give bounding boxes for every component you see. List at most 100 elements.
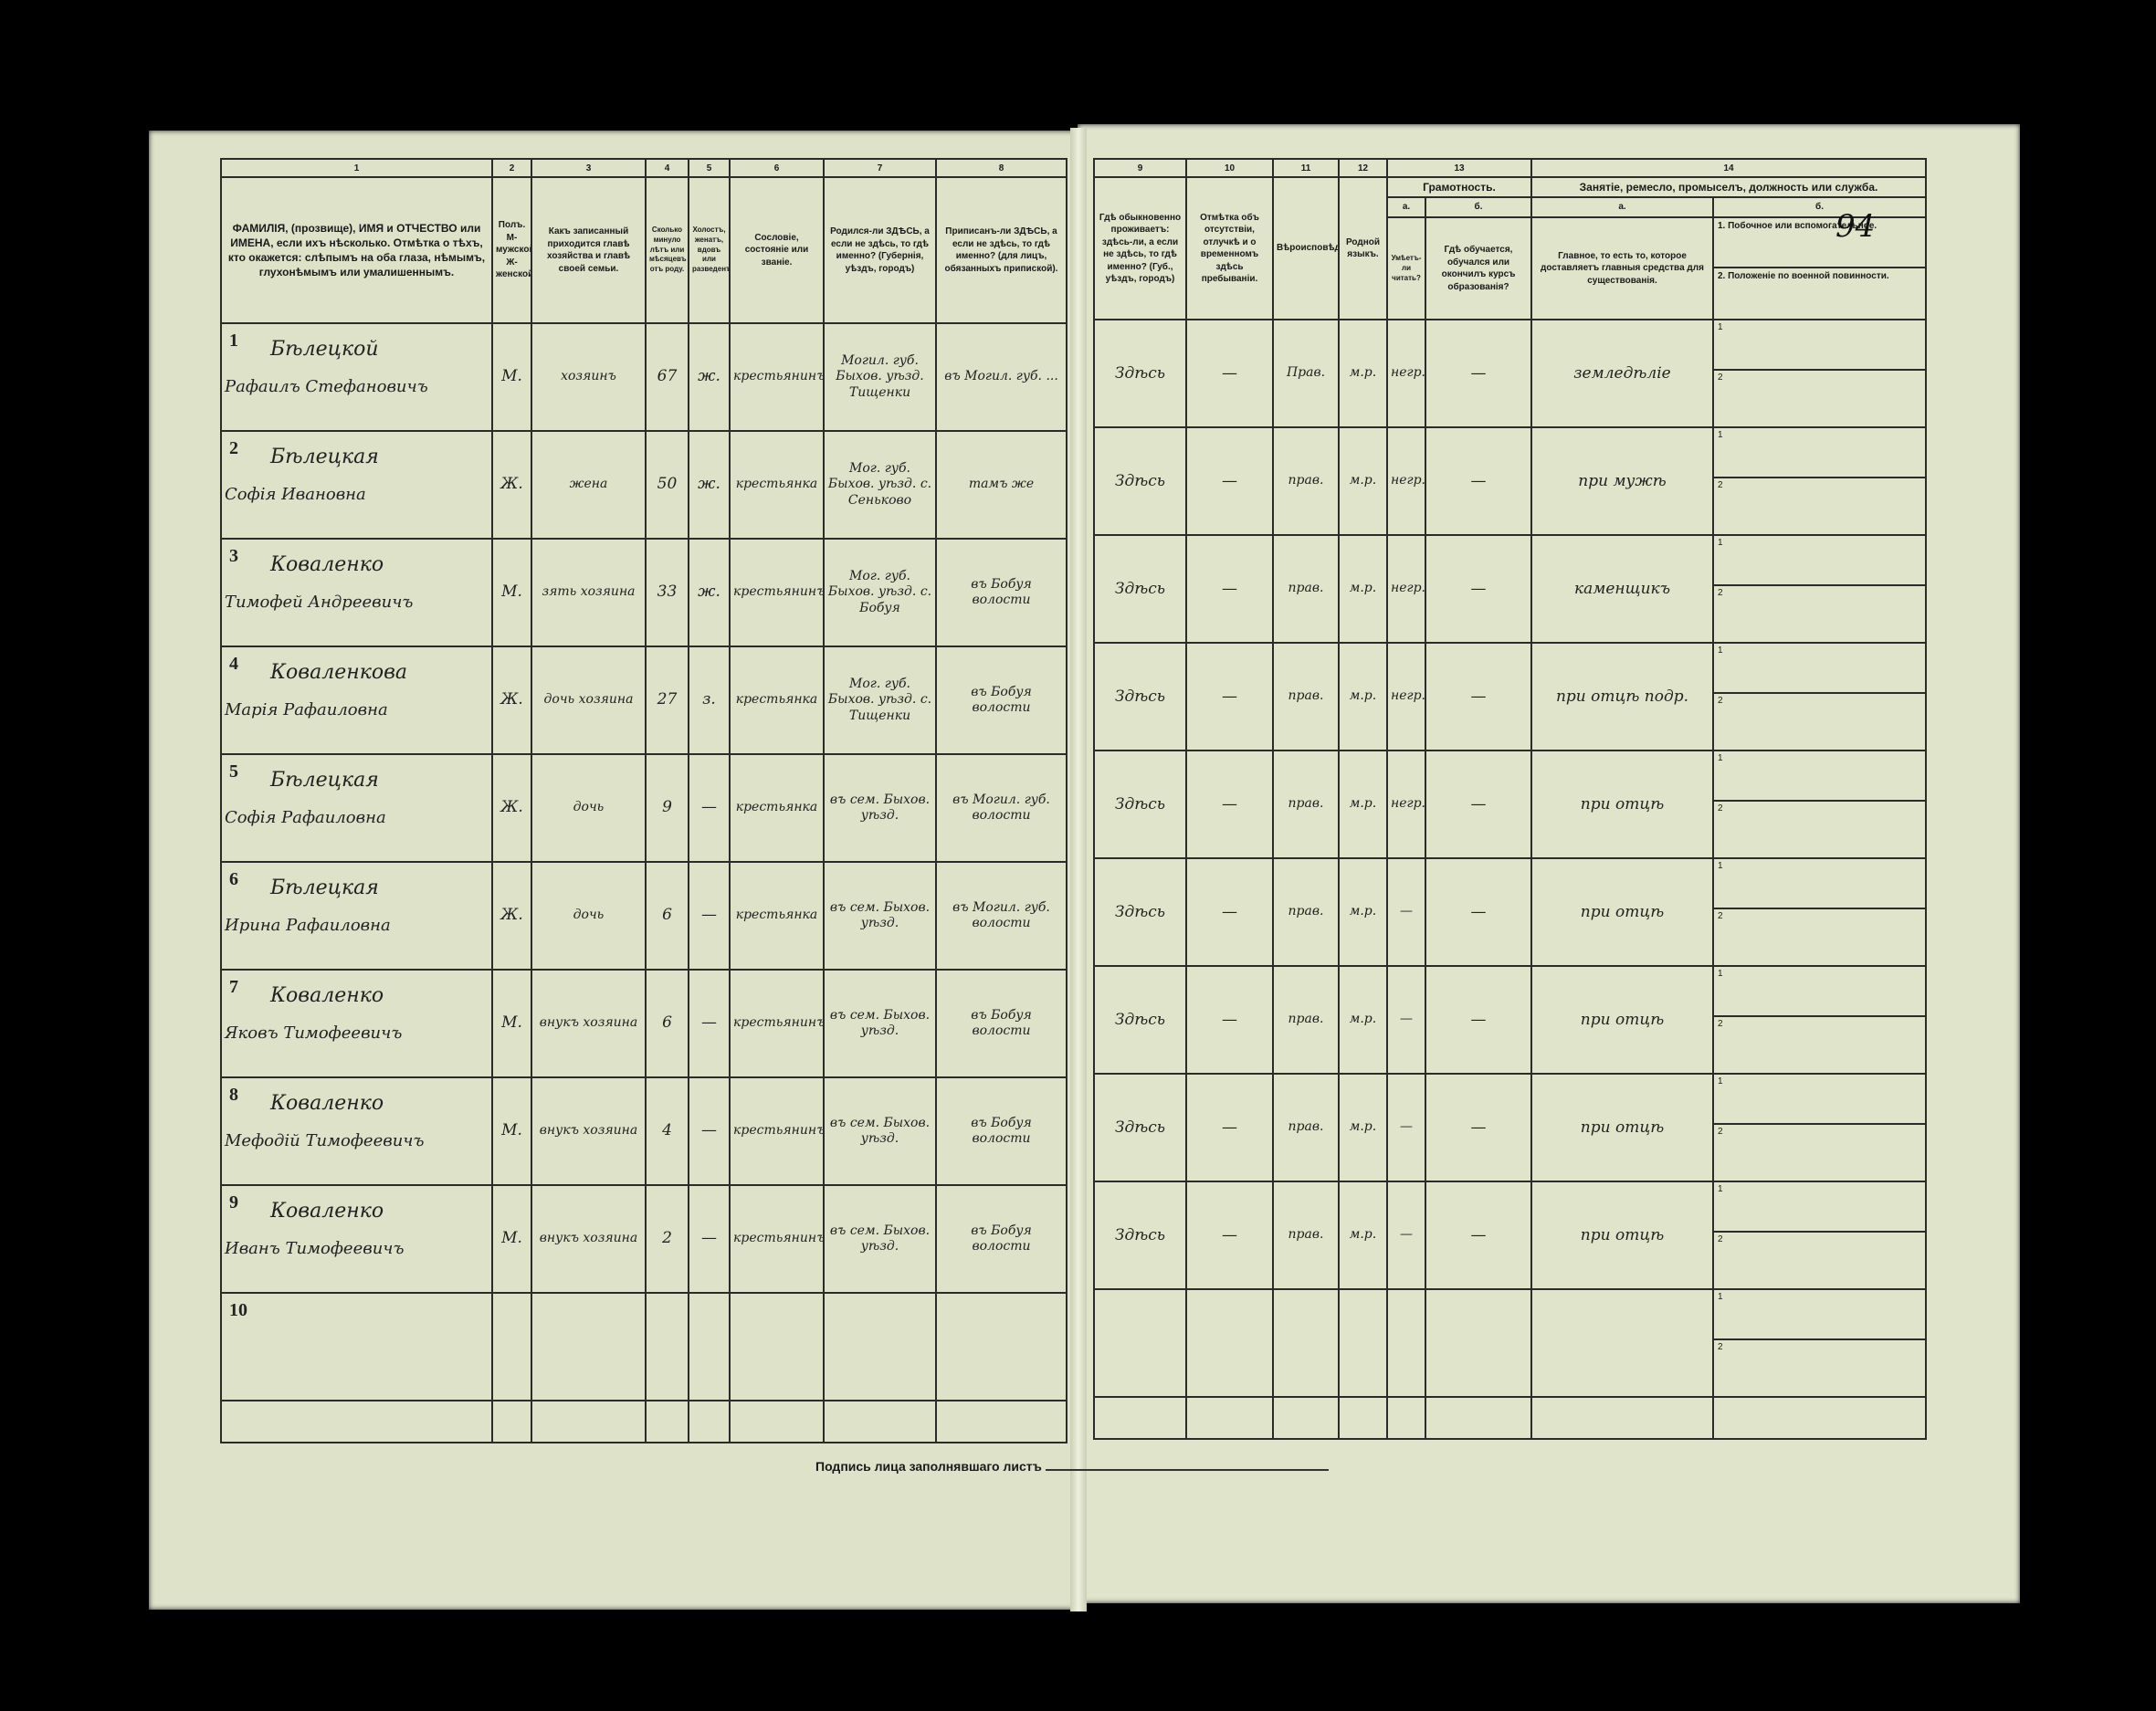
col-num: 10 (1185, 158, 1274, 178)
book-spine (1070, 128, 1087, 1611)
person-name-cell: 9 Коваленко Иванъ Тимофеевичъ (220, 1184, 493, 1294)
relation-cell: внукъ хозяина (531, 1076, 647, 1186)
language-cell: м.р. (1338, 1073, 1388, 1183)
row-number: 6 (229, 869, 238, 889)
person-name-cell: 10 (220, 1292, 493, 1401)
absence-cell: — (1185, 642, 1274, 752)
header-row: ФАМИЛІЯ, (прозвище), ИМЯ и ОТЧЕСТВО или … (220, 176, 1067, 324)
person-name-cell: 4 Коваленкова Марія Рафаиловна (220, 646, 493, 755)
given-name: Иванъ Тимофеевичъ (225, 1238, 405, 1258)
row-number: 3 (229, 546, 238, 566)
absence-cell: — (1185, 750, 1274, 860)
age-cell: 27 (645, 646, 689, 755)
absence-cell: — (1185, 319, 1274, 429)
religion-cell: прав. (1272, 1073, 1340, 1183)
row-number: 4 (229, 654, 238, 674)
religion-cell: прав. (1272, 750, 1340, 860)
registration-cell: въ Бобуя волости (935, 646, 1067, 755)
religion-cell: прав. (1272, 534, 1340, 645)
birthplace-cell: Мог. губ. Быхов. уѣзд. с. Тищенки (823, 646, 937, 755)
empty-cell (1272, 1396, 1340, 1441)
registration-cell: тамъ же (935, 430, 1067, 540)
empty-cell (1712, 1396, 1927, 1441)
birthplace-cell: въ сем. Быхов. уѣзд. (823, 1184, 937, 1294)
table-row-right: Здѣсь — прав. м.р. негр. — при отцѣ подр. 1 2 (1093, 642, 1927, 752)
relation-cell: дочь хозяина (531, 646, 647, 755)
empty-cell (688, 1400, 731, 1443)
registration-cell: въ Бобуя волости (935, 1184, 1067, 1294)
estate-cell: крестьянинъ (729, 969, 825, 1078)
given-name: Мефодій Тимофеевичъ (225, 1130, 425, 1150)
literacy-cell: — (1386, 965, 1426, 1076)
header-religion: Вѣроисповѣданіе. (1272, 175, 1340, 321)
occupation-cell: при мужѣ (1530, 426, 1714, 537)
surname: Бѣлецкая (270, 446, 379, 468)
schooling-cell: — (1425, 857, 1532, 968)
empty-cell (1425, 1396, 1532, 1441)
table-row-left: 10 (220, 1292, 1067, 1401)
age-cell: 2 (645, 1184, 689, 1294)
given-name: Марія Рафаиловна (225, 699, 388, 719)
sub-row-1: 1 (1715, 537, 1924, 587)
header-letter: а. (1386, 196, 1426, 219)
religion-cell: прав. (1272, 426, 1340, 537)
age-cell: 67 (645, 322, 689, 432)
given-name: Софія Рафаиловна (225, 807, 386, 827)
estate-cell: крестьянка (729, 861, 825, 971)
residence-cell: Здѣсь (1093, 1073, 1187, 1183)
language-cell: м.р. (1338, 642, 1388, 752)
residence-cell: Здѣсь (1093, 534, 1187, 645)
literacy-cell: — (1386, 1181, 1426, 1291)
empty-cell (645, 1400, 689, 1443)
literacy-cell: негр. (1386, 426, 1426, 537)
literacy-cell: негр. (1386, 534, 1426, 645)
surname: Бѣлецкой (270, 338, 379, 361)
birthplace-cell: въ сем. Быхов. уѣзд. (823, 1076, 937, 1186)
age-cell: 6 (645, 861, 689, 971)
col-num: 2 (491, 158, 532, 178)
residence-cell (1093, 1288, 1187, 1399)
sub-row-1: 1 (1715, 968, 1924, 1018)
table-row-right: Здѣсь — прав. м.р. — — при отцѣ 1 2 (1093, 857, 1927, 968)
occupation-cell: при отцѣ (1530, 1073, 1714, 1183)
language-cell: м.р. (1338, 965, 1388, 1076)
sub-row-2: 2 (1718, 1234, 1723, 1245)
given-name: Тимофей Андреевичъ (225, 592, 414, 612)
table-row-left: 3 Коваленко Тимофей Андреевичъ М. зять хозяи… (220, 538, 1067, 647)
sub-row-1: 1 (1715, 752, 1924, 803)
header-schooling: Гдѣ обучается, обучался или окончилъ кур… (1425, 216, 1532, 321)
language-cell: м.р. (1338, 426, 1388, 537)
empty-cell (531, 1400, 647, 1443)
sub-row-1: 1 (1715, 321, 1924, 372)
relation-cell: хозяинъ (531, 322, 647, 432)
residence-cell: Здѣсь (1093, 857, 1187, 968)
col-num: 13 (1386, 158, 1532, 178)
empty-cell (491, 1400, 532, 1443)
surname: Коваленко (270, 984, 384, 1007)
estate-cell: крестьянинъ (729, 1076, 825, 1186)
relation-cell: дочь (531, 753, 647, 863)
col-num: 12 (1338, 158, 1388, 178)
language-cell (1338, 1288, 1388, 1399)
residence-cell: Здѣсь (1093, 750, 1187, 860)
literacy-cell: — (1386, 857, 1426, 968)
empty-cell (1386, 1396, 1426, 1441)
sub-row-2: 2 (1718, 480, 1723, 491)
marital-cell: — (688, 1184, 731, 1294)
religion-cell: прав. (1272, 1181, 1340, 1291)
header-letter: б. (1425, 196, 1532, 219)
col-num: 4 (645, 158, 689, 178)
relation-cell (531, 1292, 647, 1401)
table-row-right: Здѣсь — прав. м.р. — — при отцѣ 1 2 (1093, 1073, 1927, 1183)
person-name-cell: 1 Бѣлецкой Рафаилъ Стефановичъ (220, 322, 493, 432)
row-number: 9 (229, 1192, 238, 1212)
col-num: 11 (1272, 158, 1340, 178)
occupation-cell (1530, 1288, 1714, 1399)
language-cell: м.р. (1338, 1181, 1388, 1291)
religion-cell (1272, 1288, 1340, 1399)
literacy-cell (1386, 1288, 1426, 1399)
sub-row-2: 2 (1718, 1127, 1723, 1138)
header-name: ФАМИЛІЯ, (прозвище), ИМЯ и ОТЧЕСТВО или … (220, 176, 493, 324)
empty-cell (935, 1400, 1067, 1443)
age-cell: 33 (645, 538, 689, 647)
